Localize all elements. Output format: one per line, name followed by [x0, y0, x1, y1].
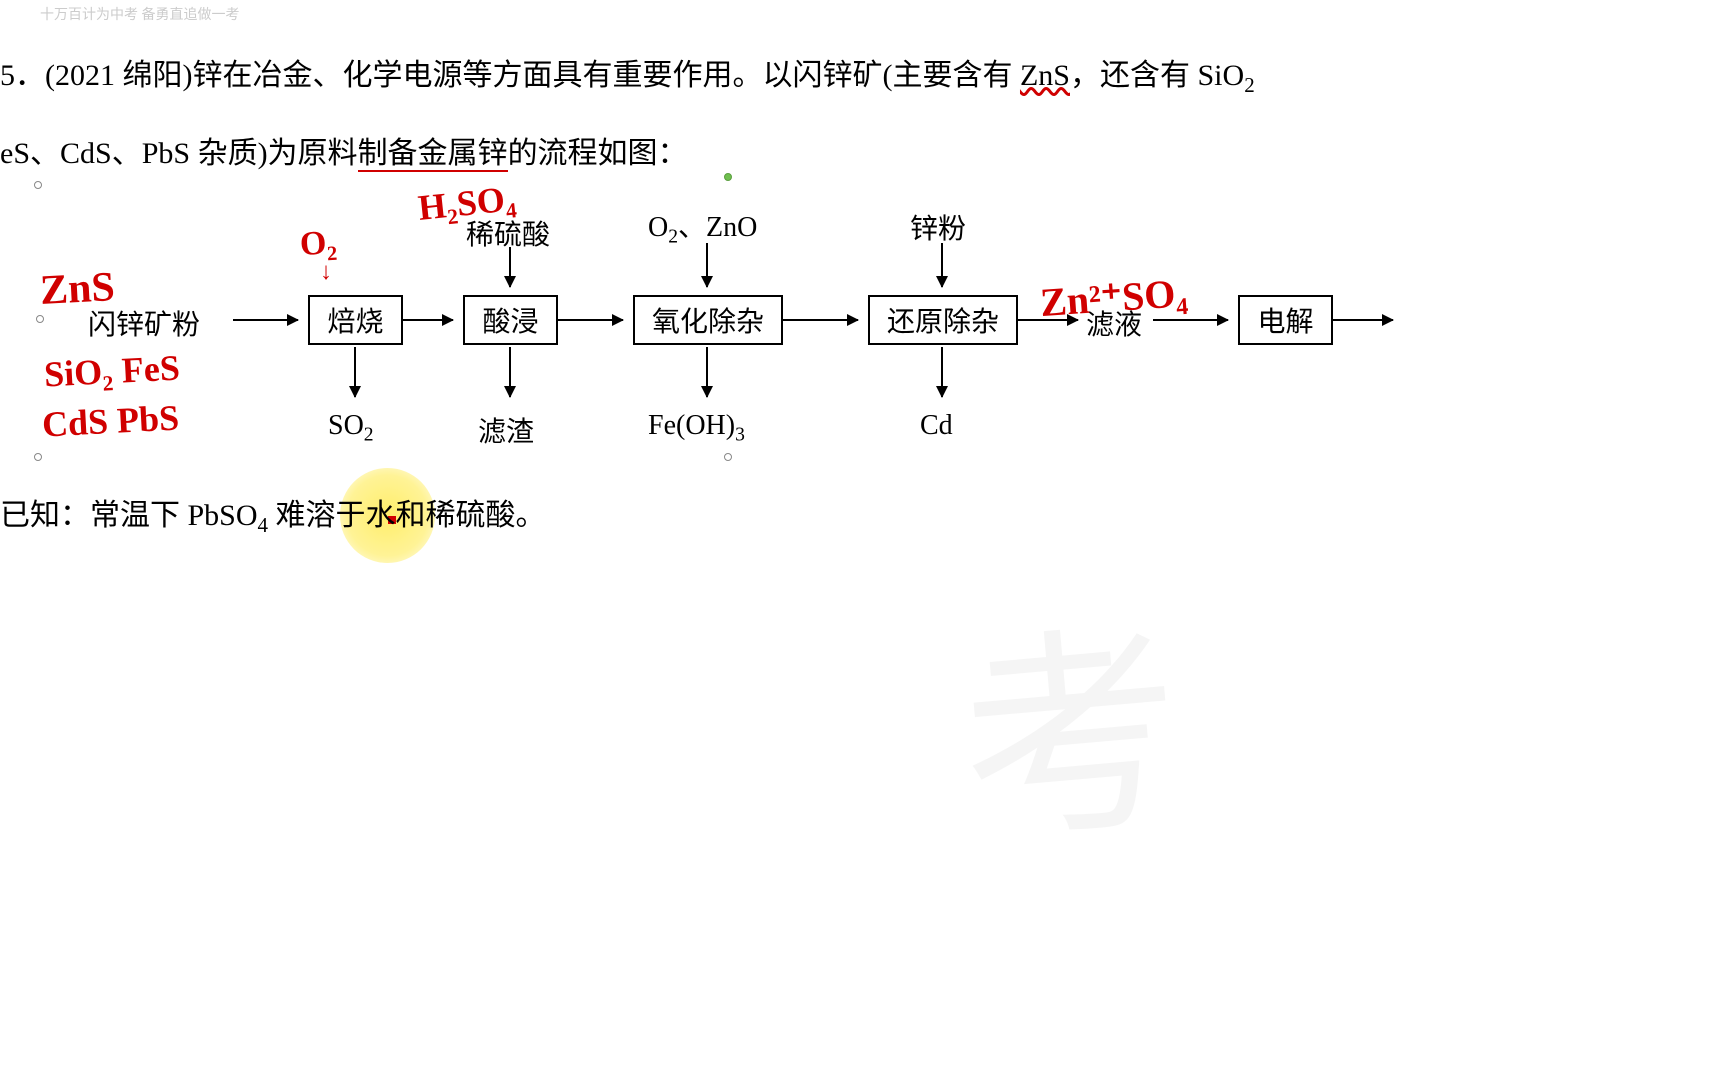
flowchart-output-cd: Cd	[920, 410, 953, 442]
flowchart-box-reduce: 还原除杂	[868, 295, 1018, 345]
annotation-zns: ZnS	[39, 263, 116, 315]
arrow-v	[941, 347, 943, 397]
arrow-v	[941, 243, 943, 287]
arrow-h	[1153, 319, 1228, 321]
known-sub: 4	[258, 513, 269, 537]
question-line-1: 5．(2021 绵阳)锌在冶金、化学电源等方面具有重要作用。以闪锌矿(主要含有 …	[0, 50, 1255, 98]
question-number: 5．	[0, 59, 45, 92]
watermark: 考	[947, 551, 1194, 887]
selection-handle[interactable]	[34, 181, 42, 189]
flowchart-box-oxidize: 氧化除杂	[633, 295, 783, 345]
flowchart-output-feoh3: Fe(OH)3	[648, 410, 745, 447]
known-b: 难溶于水和稀硫酸。	[268, 499, 546, 532]
selection-handle-rotate[interactable]	[724, 173, 732, 181]
known-info: 已知：常温下 PbSO4 难溶于水和稀硫酸。	[0, 490, 546, 538]
selection-handle[interactable]	[36, 315, 44, 323]
flowchart-input-o2zno: O2、ZnO	[648, 205, 757, 249]
arrow-v	[706, 347, 708, 397]
arrow-h	[403, 319, 453, 321]
flowchart-input-znpowder: 锌粉	[910, 207, 966, 247]
annotation-cds-pbs: CdS PbS	[41, 396, 180, 445]
selection-handle[interactable]	[34, 453, 42, 461]
question-line-2: eS、CdS、PbS 杂质)为原料制备金属锌的流程如图：	[0, 128, 688, 172]
annotation-o2-arrow: ↓	[320, 258, 332, 286]
arrow-v	[509, 347, 511, 397]
question-sio2-sub: 2	[1244, 73, 1255, 97]
flowchart-output-so2: SO2	[328, 410, 374, 447]
flowchart-box-roast: 焙烧	[308, 295, 403, 345]
known-a: 已知：常温下 PbSO	[0, 499, 258, 532]
question-text-1b: ，还含有 SiO	[1070, 59, 1244, 92]
question-text-1a: (2021 绵阳)锌在冶金、化学电源等方面具有重要作用。以闪锌矿(主要含有	[45, 59, 1020, 92]
question-zns: ZnS	[1020, 59, 1070, 92]
question-text-2b: 的流程如图：	[508, 137, 688, 170]
arrow-h	[783, 319, 858, 321]
header-tagline: 十万百计为中考 备勇直追做一考	[40, 4, 240, 24]
arrow-h	[558, 319, 623, 321]
question-text-2a: eS、CdS、PbS 杂质)为原料	[0, 137, 358, 170]
flowchart-output-residue: 滤渣	[478, 410, 534, 450]
arrow-h	[1333, 319, 1393, 321]
flowchart-container: 闪锌矿粉 焙烧 酸浸 氧化除杂 还原除杂 电解 滤液 稀硫酸 O2、ZnO 锌粉…	[38, 185, 1388, 460]
annotation-sio2-fes: SiO₂ FeS	[43, 346, 181, 395]
flowchart-box-acid-leach: 酸浸	[463, 295, 558, 345]
selection-handle[interactable]	[724, 453, 732, 461]
arrow-v	[509, 247, 511, 287]
question-text-2-underlined: 制备金属锌	[358, 137, 508, 172]
arrow-v	[354, 347, 356, 397]
arrow-v	[706, 243, 708, 287]
arrow-h	[233, 319, 298, 321]
flowchart-box-electrolysis: 电解	[1238, 295, 1333, 345]
